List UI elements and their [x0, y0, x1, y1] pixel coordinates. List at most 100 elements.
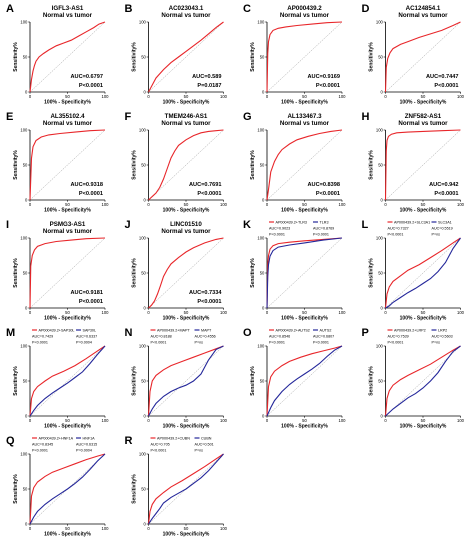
panel-subtitle: Normal vs tumor	[398, 12, 448, 19]
y-tick-label: 50	[260, 271, 265, 276]
reference-diagonal	[385, 237, 461, 309]
x-tick-label: 50	[302, 94, 307, 99]
legend-auc: AUC=0.6807	[313, 335, 334, 339]
panel-subtitle: Normal vs tumor	[43, 228, 93, 235]
x-tick-label: 100	[457, 202, 465, 207]
y-tick-label: 50	[141, 379, 146, 384]
y-tick-label: 50	[260, 55, 265, 60]
y-tick-label: 50	[378, 55, 383, 60]
y-axis-label: Sensitivity%	[250, 150, 256, 180]
y-tick-label: 0	[262, 306, 265, 311]
auc-value: AUC=0.9181	[71, 290, 104, 296]
y-tick-label: 0	[25, 90, 28, 95]
x-tick-label: 0	[147, 418, 150, 423]
x-tick-label: 100	[457, 418, 465, 423]
y-tick-label: 50	[141, 487, 146, 492]
x-axis-label: 100% - Specificity%	[44, 208, 91, 214]
x-tick-label: 50	[65, 310, 70, 315]
y-axis-label: Sensitivity%	[132, 474, 138, 504]
x-tick-label: 0	[384, 310, 387, 315]
x-tick-label: 0	[266, 202, 269, 207]
p-value: P<0.0001	[434, 191, 458, 197]
x-tick-label: 50	[184, 94, 189, 99]
roc-curve-single	[29, 453, 106, 525]
legend-p: P<0.0001	[151, 341, 167, 345]
roc-curve-combined	[384, 345, 461, 417]
x-tick-label: 0	[266, 310, 269, 315]
x-tick-label: 50	[302, 310, 307, 315]
legend-auc: AUC=0.7327	[388, 227, 409, 231]
roc-curve-combined	[266, 237, 343, 309]
x-tick-label: 50	[65, 526, 70, 531]
y-tick-label: 50	[141, 163, 146, 168]
p-value: P<0.0001	[197, 191, 221, 197]
y-tick-label: 100	[376, 344, 384, 349]
y-axis-label: Sensitivity%	[132, 366, 138, 396]
x-tick-label: 100	[220, 310, 228, 315]
y-axis-label: Sensitivity%	[250, 258, 256, 288]
panel-title: TMEM246-AS1	[165, 113, 208, 120]
y-tick-label: 0	[144, 414, 147, 419]
y-tick-label: 0	[144, 522, 147, 527]
p-value: P<0.0001	[434, 83, 458, 89]
y-tick-label: 0	[262, 90, 265, 95]
legend-auc: AUC=0.6315	[76, 443, 97, 447]
x-tick-label: 50	[302, 418, 307, 423]
panel-letter: O	[243, 327, 252, 339]
auc-value: AUC=0.9169	[308, 74, 341, 80]
y-axis-label: Sensitivity%	[13, 258, 19, 288]
panel-letter: Q	[6, 435, 15, 447]
reference-diagonal	[29, 129, 106, 201]
y-tick-label: 0	[144, 198, 147, 203]
panel-subtitle: Normal vs tumor	[398, 120, 448, 127]
x-tick-label: 0	[266, 418, 269, 423]
y-axis-label: Sensitivity%	[13, 42, 19, 72]
panel-subtitle: Normal vs tumor	[161, 12, 211, 19]
y-tick-label: 50	[378, 271, 383, 276]
y-axis-label: Sensitivity%	[13, 474, 19, 504]
legend-p: P=0.0004	[76, 449, 92, 453]
panel-subtitle: Normal vs tumor	[161, 120, 211, 127]
auc-value: AUC=0.7447	[426, 74, 459, 80]
x-tick-label: 50	[302, 202, 307, 207]
x-tick-label: 0	[266, 94, 269, 99]
x-axis-label: 100% - Specificity%	[400, 100, 447, 106]
y-tick-label: 50	[260, 163, 265, 168]
legend-p: P<0.0001	[32, 449, 48, 453]
panel-title: ZNF582-AS1	[405, 113, 442, 120]
y-tick-label: 50	[23, 55, 28, 60]
y-tick-label: 0	[381, 306, 384, 311]
legend-p: P<0.0001	[151, 449, 167, 453]
x-tick-label: 50	[65, 418, 70, 423]
legend-auc: AUC=0.705	[151, 443, 170, 447]
roc-curve-single	[266, 345, 343, 417]
x-tick-label: 50	[421, 310, 426, 315]
legend-label: SLC3A1	[438, 221, 452, 225]
y-tick-label: 50	[141, 55, 146, 60]
y-axis-label: Sensitivity%	[250, 42, 256, 72]
legend-auc: AUC=0.9023	[269, 227, 290, 231]
roc-curve-combined	[29, 453, 106, 525]
x-tick-label: 0	[384, 418, 387, 423]
legend-label: AUTS2	[320, 329, 332, 333]
panel-letter: I	[6, 219, 9, 231]
p-value: P<0.0001	[79, 83, 103, 89]
x-tick-label: 50	[65, 202, 70, 207]
panel-title: AC023043.1	[169, 5, 204, 12]
panel-subtitle: Normal vs tumor	[280, 120, 330, 127]
y-tick-label: 0	[25, 522, 28, 527]
y-tick-label: 100	[376, 20, 384, 25]
x-tick-label: 0	[29, 418, 32, 423]
y-tick-label: 100	[257, 128, 265, 133]
legend-p: P<0.0001	[388, 341, 404, 345]
reference-diagonal	[266, 21, 343, 93]
y-tick-label: 50	[23, 271, 28, 276]
panel-subtitle: Normal vs tumor	[43, 12, 93, 19]
auc-value: AUC=0.7691	[189, 182, 222, 188]
x-axis-label: 100% - Specificity%	[400, 424, 447, 430]
panel-subtitle: Normal vs tumor	[161, 228, 211, 235]
legend-auc: AUC=0.8345	[32, 443, 53, 447]
panel-title: IGFL3-AS1	[52, 5, 84, 12]
